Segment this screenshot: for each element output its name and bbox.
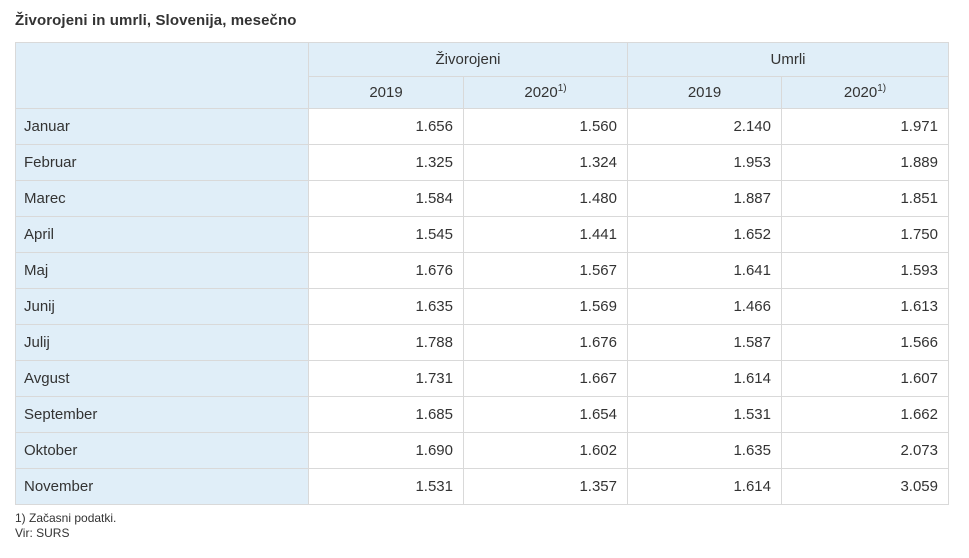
value-cell: 1.587 (627, 324, 782, 361)
value-cell: 1.654 (463, 396, 628, 433)
value-cell: 1.614 (627, 468, 782, 505)
year-header-umrli-2019: 2019 (627, 76, 782, 109)
year-header-row: 2019 20201) 2019 20201) (16, 76, 949, 109)
value-cell: 1.731 (308, 360, 464, 397)
value-cell: 1.480 (463, 180, 628, 217)
value-cell: 1.887 (627, 180, 782, 217)
value-cell: 2.073 (781, 432, 949, 469)
year-header-zivorojeni-2020: 20201) (463, 76, 628, 109)
table-row: November 1.531 1.357 1.614 3.059 (15, 468, 949, 505)
month-cell: Avgust (15, 360, 309, 397)
value-cell: 1.602 (463, 432, 628, 469)
month-cell: Maj (15, 252, 309, 289)
month-cell: Oktober (15, 432, 309, 469)
value-cell: 1.441 (463, 216, 628, 253)
value-cell: 1.662 (781, 396, 949, 433)
year-label: 2019 (369, 84, 403, 101)
year-label: 2020 (843, 84, 878, 101)
value-cell: 1.545 (308, 216, 464, 253)
table-row: Julij 1.788 1.676 1.587 1.566 (15, 324, 949, 361)
value-cell: 1.531 (627, 396, 782, 433)
table-row: Junij 1.635 1.569 1.466 1.613 (15, 288, 949, 325)
source-label: Vir: SURS (15, 526, 70, 540)
value-cell: 3.059 (781, 468, 949, 505)
month-cell: April (15, 216, 309, 253)
value-cell: 1.667 (463, 360, 628, 397)
value-cell: 1.324 (463, 144, 628, 181)
month-cell: Junij (15, 288, 309, 325)
value-cell: 1.635 (627, 432, 782, 469)
value-cell: 1.788 (308, 324, 464, 361)
value-cell: 1.652 (627, 216, 782, 253)
value-cell: 2.140 (627, 108, 782, 145)
value-cell: 1.971 (781, 108, 949, 145)
footnote-provisional-data: 1) Začasni podatki. (15, 511, 117, 525)
value-cell: 1.613 (781, 288, 949, 325)
value-cell: 1.584 (308, 180, 464, 217)
value-cell: 1.656 (308, 108, 464, 145)
value-cell: 1.325 (308, 144, 464, 181)
table-row: September 1.685 1.654 1.531 1.662 (15, 396, 949, 433)
table-row: Maj 1.676 1.567 1.641 1.593 (15, 252, 949, 289)
footnotes: 1) Začasni podatki. Vir: SURS (15, 511, 954, 541)
column-group-umrli: Umrli (627, 42, 949, 77)
corner-cell (15, 42, 309, 109)
table-header: Živorojeni Umrli 2019 20201) 2019 20201) (15, 42, 949, 109)
table-row: April 1.545 1.441 1.652 1.750 (15, 216, 949, 253)
value-cell: 1.566 (781, 324, 949, 361)
value-cell: 1.593 (781, 252, 949, 289)
value-cell: 1.607 (781, 360, 949, 397)
value-cell: 1.676 (463, 324, 628, 361)
value-cell: 1.357 (463, 468, 628, 505)
month-cell: November (15, 468, 309, 505)
footnote-marker: 1) (877, 83, 887, 94)
table-row: Marec 1.584 1.480 1.887 1.851 (15, 180, 949, 217)
value-cell: 1.531 (308, 468, 464, 505)
value-cell: 1.641 (627, 252, 782, 289)
value-cell: 1.676 (308, 252, 464, 289)
year-label: 2020 (524, 84, 558, 101)
value-cell: 1.953 (627, 144, 782, 181)
table-row: Oktober 1.690 1.602 1.635 2.073 (15, 432, 949, 469)
value-cell: 1.466 (627, 288, 782, 325)
value-cell: 1.889 (781, 144, 949, 181)
value-cell: 1.560 (463, 108, 628, 145)
value-cell: 1.690 (308, 432, 464, 469)
table-body: Januar 1.656 1.560 2.140 1.971 Februar 1.325 1.… (15, 108, 949, 505)
month-cell: Julij (15, 324, 309, 361)
year-label: 2019 (687, 84, 722, 101)
year-header-umrli-2020: 20201) (781, 76, 949, 109)
month-cell: September (15, 396, 309, 433)
month-cell: Januar (15, 108, 309, 145)
value-cell: 1.614 (627, 360, 782, 397)
births-deaths-table: Živorojeni Umrli 2019 20201) 2019 20201)… (15, 42, 949, 505)
footnote-marker: 1) (557, 83, 567, 94)
value-cell: 1.750 (781, 216, 949, 253)
value-cell: 1.685 (308, 396, 464, 433)
column-group-zivorojeni: Živorojeni (308, 42, 628, 77)
year-header-zivorojeni-2019: 2019 (308, 76, 464, 109)
table-row: Februar 1.325 1.324 1.953 1.889 (15, 144, 949, 181)
month-cell: Februar (15, 144, 309, 181)
table-row: Avgust 1.731 1.667 1.614 1.607 (15, 360, 949, 397)
value-cell: 1.851 (781, 180, 949, 217)
table-row: Januar 1.656 1.560 2.140 1.971 (15, 108, 949, 145)
value-cell: 1.567 (463, 252, 628, 289)
page-title: Živorojeni in umrli, Slovenija, mesečno (15, 12, 297, 29)
column-group-row: Živorojeni Umrli (15, 42, 949, 109)
month-cell: Marec (15, 180, 309, 217)
value-cell: 1.635 (308, 288, 464, 325)
value-cell: 1.569 (463, 288, 628, 325)
